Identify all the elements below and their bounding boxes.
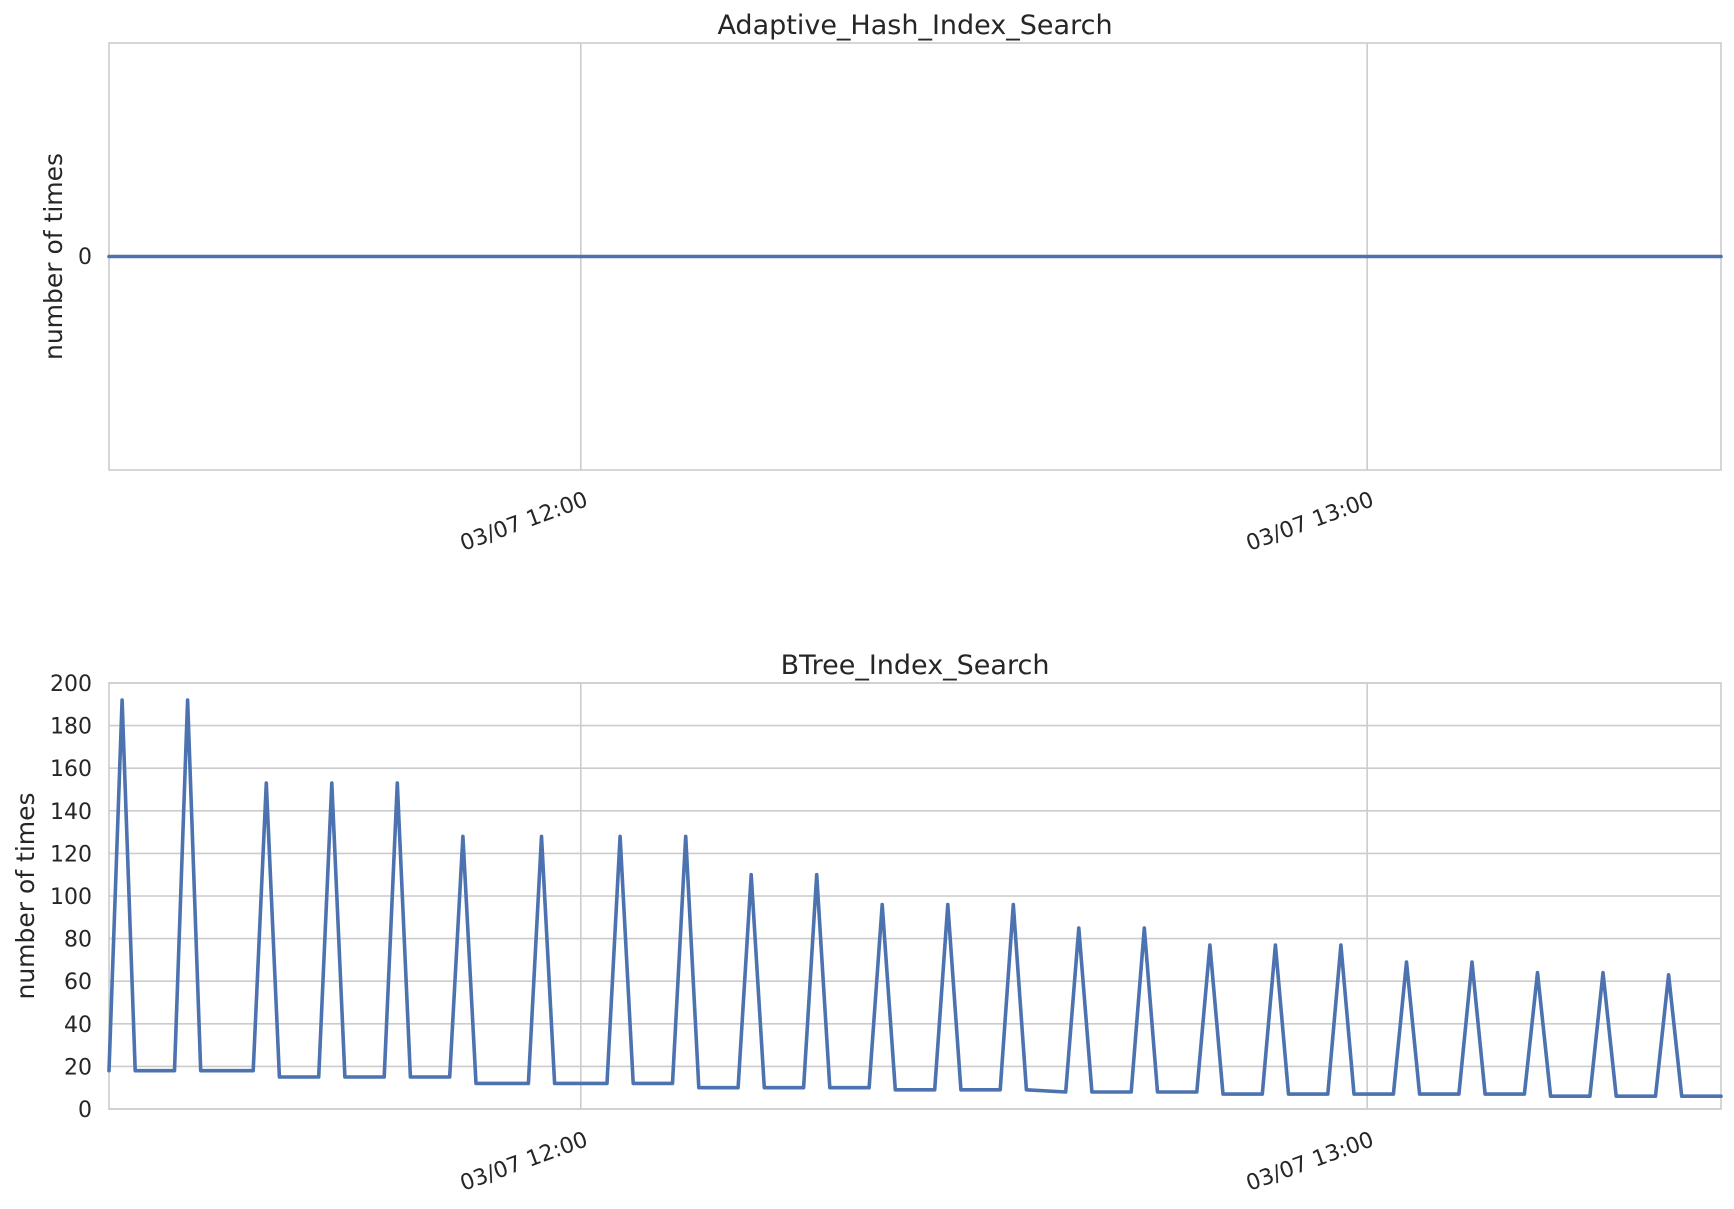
y-axis-label: number of times [39,153,68,360]
y-tick-label: 0 [78,1098,92,1123]
chart-title: BTree_Index_Search [781,650,1050,681]
series-line-btree-index-search [109,700,1721,1096]
chart-adaptive-hash-index-search: Adaptive_Hash_Index_Search number of tim… [39,10,1721,557]
y-tick-label: 80 [64,928,92,953]
y-tick-label: 140 [50,800,92,825]
chart-btree-index-search: BTree_Index_Search number of times 0 20 40… [11,650,1721,1197]
y-tick-label: 100 [50,885,92,910]
y-tick-label: 120 [50,842,92,867]
chart-title: Adaptive_Hash_Index_Search [717,10,1112,41]
y-tick-label: 40 [64,1013,92,1038]
y-tick-label: 180 [50,715,92,740]
x-tick-label: 03/07 13:00 [1243,487,1377,556]
y-tick-label: 200 [50,672,92,697]
y-axis-label: number of times [11,792,40,999]
x-tick-label: 03/07 12:00 [457,487,591,556]
y-tick-label: 60 [64,970,92,995]
x-tick-label: 03/07 12:00 [457,1127,591,1196]
y-tick-label: 160 [50,757,92,782]
x-tick-label: 03/07 13:00 [1243,1127,1377,1196]
y-tick-label: 0 [78,245,92,270]
y-tick-label: 20 [64,1055,92,1080]
